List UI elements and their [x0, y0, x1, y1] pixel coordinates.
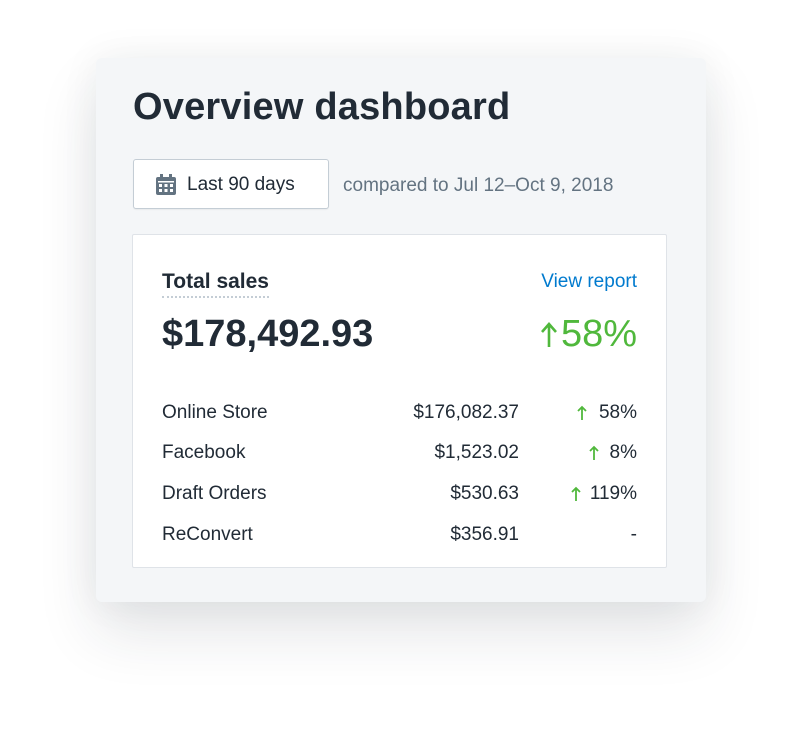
- sales-row: Facebook $1,523.02 8%: [162, 440, 637, 466]
- sales-row: ReConvert $356.91 -: [162, 522, 637, 548]
- channel: Online Store: [162, 402, 268, 423]
- view-report-link[interactable]: View report: [541, 271, 637, 292]
- channel: ReConvert: [162, 524, 253, 545]
- total-change: 58%: [560, 313, 637, 355]
- change: 119%: [589, 483, 637, 504]
- amount: $530.63: [450, 483, 519, 504]
- change: 58%: [598, 402, 637, 423]
- sales-card: [132, 234, 667, 568]
- channel: Draft Orders: [162, 483, 267, 504]
- change: -: [630, 524, 637, 545]
- page-title: Overview dashboard: [133, 86, 511, 128]
- comparison-text: compared to Jul 12–Oct 9, 2018: [343, 175, 614, 196]
- card-title: Total sales: [162, 269, 269, 298]
- button-label: Last 90 days: [187, 174, 295, 195]
- total-sales: $178,492.93: [162, 313, 374, 355]
- change: 8%: [609, 442, 637, 463]
- up-arrow: [577, 405, 587, 420]
- calendar-icon: [156, 174, 176, 195]
- up-arrow: [571, 486, 581, 501]
- sales-row: Online Store $176,082.37 58%: [162, 400, 637, 426]
- sales-row: Draft Orders $530.63 119%: [162, 481, 637, 507]
- amount: $356.91: [450, 524, 519, 545]
- amount: $1,523.02: [434, 442, 519, 463]
- up-arrow: [589, 445, 599, 460]
- date-range-button[interactable]: Last 90 days: [133, 159, 329, 209]
- up-arrow: [541, 322, 557, 347]
- amount: $176,082.37: [413, 402, 519, 423]
- channel: Facebook: [162, 442, 246, 463]
